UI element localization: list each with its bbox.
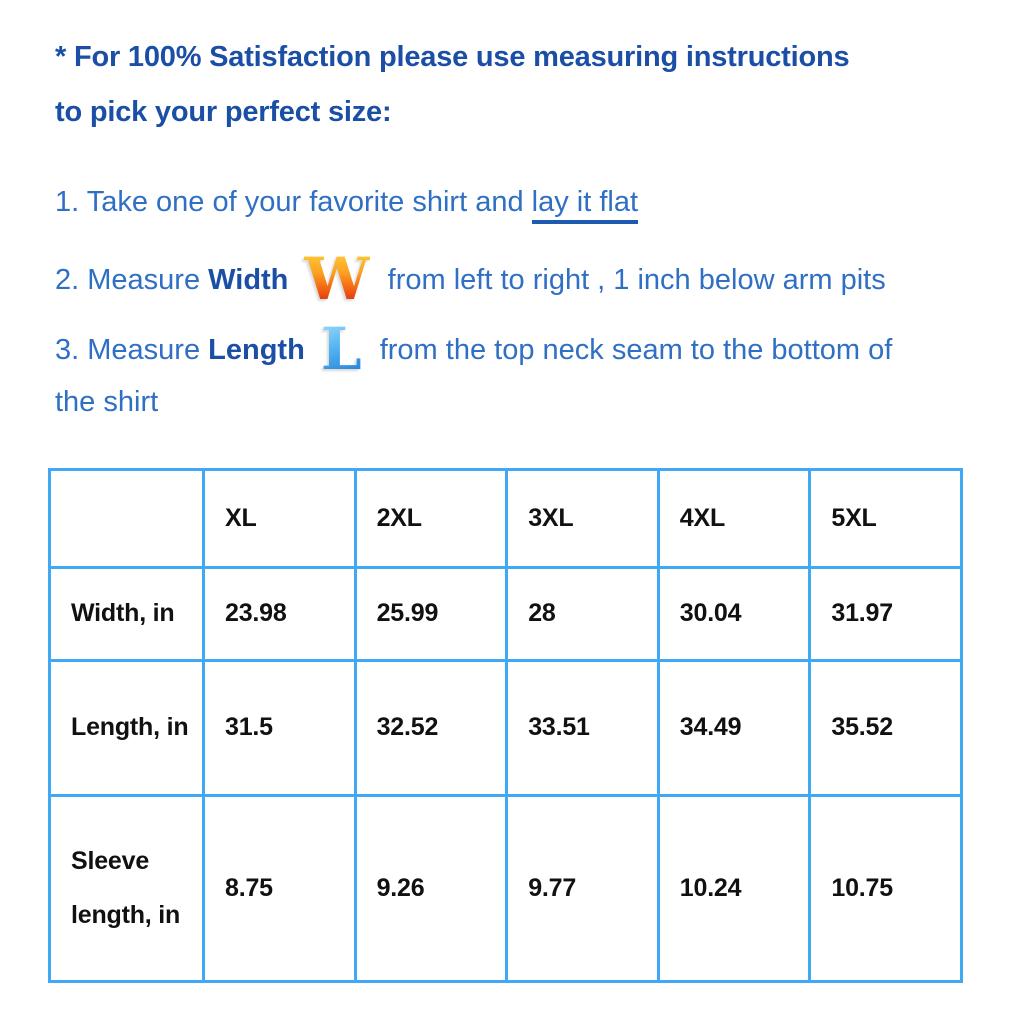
letter-w-icon: W (304, 245, 370, 314)
instruction-step-3: 3. Measure Length L from the top neck se… (55, 318, 985, 428)
table-cell: 34.49 (656, 659, 812, 797)
size-chart-corner-cell (48, 468, 205, 569)
step-2-number: 2. (55, 264, 80, 296)
step-3-keyword-length: Length (208, 334, 305, 366)
lay-it-flat-link[interactable]: lay it flat (531, 186, 639, 224)
table-cell: 31.97 (808, 566, 963, 662)
table-cell: 10.75 (808, 794, 963, 983)
size-instructions-heading: * For 100% Satisfaction please use measu… (55, 30, 1024, 140)
size-chart-table: XL 2XL 3XL 4XL 5XL Width, in 23.98 25.99… (48, 468, 963, 983)
heading-line-1: * For 100% Satisfaction please use measu… (55, 41, 850, 73)
size-column-xl: XL (202, 468, 357, 569)
step-3-number: 3. (55, 334, 80, 366)
instruction-step-2: 2. Measure Width W from left to right , … (55, 248, 985, 310)
table-cell: 35.52 (808, 659, 963, 797)
step-1-text: Take one of your favorite shirt and (86, 186, 524, 218)
step-2-text-before: Measure (87, 264, 201, 296)
row-label-length: Length, in (48, 659, 205, 797)
table-cell: 9.26 (353, 794, 509, 983)
letter-l-icon: L (320, 315, 362, 384)
table-cell: 28 (505, 566, 660, 662)
step-2-keyword-width: Width (208, 264, 289, 296)
table-cell: 8.75 (202, 794, 357, 983)
step-1-number: 1. (55, 186, 80, 218)
table-row-width: Width, in 23.98 25.99 28 30.04 31.97 (48, 566, 963, 662)
step-3-text-wrap: the shirt (55, 386, 159, 418)
heading-line-2: to pick your perfect size: (55, 96, 392, 128)
table-row-sleeve-length: Sleeve length, in 8.75 9.26 9.77 10.24 1… (48, 794, 963, 983)
table-cell: 9.77 (505, 794, 660, 983)
row-label-width: Width, in (48, 566, 205, 662)
row-label-sleeve-length: Sleeve length, in (48, 794, 205, 983)
size-column-3xl: 3XL (505, 468, 660, 569)
size-chart-header-row: XL 2XL 3XL 4XL 5XL (48, 468, 963, 569)
table-cell: 32.52 (353, 659, 509, 797)
size-column-5xl: 5XL (808, 468, 963, 569)
size-column-2xl: 2XL (353, 468, 509, 569)
instruction-step-1: 1. Take one of your favorite shirt and l… (55, 176, 985, 228)
table-cell: 33.51 (505, 659, 660, 797)
table-cell: 23.98 (202, 566, 357, 662)
size-column-4xl: 4XL (656, 468, 812, 569)
step-3-text-before: Measure (87, 334, 201, 366)
table-cell: 31.5 (202, 659, 357, 797)
table-row-length: Length, in 31.5 32.52 33.51 34.49 35.52 (48, 659, 963, 797)
table-cell: 30.04 (656, 566, 812, 662)
step-3-text-after: from the top neck seam to the bottom of (379, 334, 893, 366)
step-2-text-after: from left to right , 1 inch below arm pi… (387, 264, 886, 296)
table-cell: 25.99 (353, 566, 509, 662)
table-cell: 10.24 (656, 794, 812, 983)
